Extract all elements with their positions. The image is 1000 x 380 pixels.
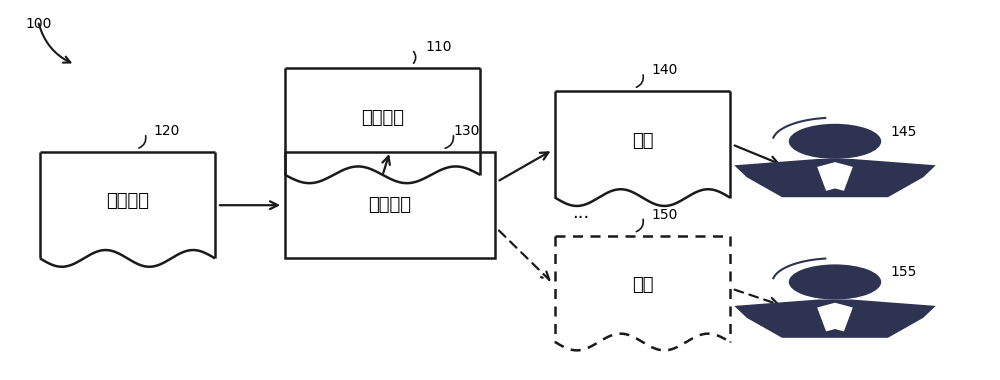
Text: 执行信息: 执行信息 bbox=[106, 192, 149, 211]
Text: ...: ... bbox=[572, 204, 590, 222]
Text: 140: 140 bbox=[651, 63, 678, 77]
Bar bbox=[285, 152, 495, 258]
Text: 155: 155 bbox=[890, 265, 916, 279]
Text: 警告: 警告 bbox=[632, 276, 653, 294]
Polygon shape bbox=[734, 159, 936, 197]
Text: 150: 150 bbox=[651, 208, 678, 222]
Polygon shape bbox=[817, 162, 853, 191]
Polygon shape bbox=[734, 299, 936, 338]
Text: 计算设备: 计算设备 bbox=[368, 196, 412, 214]
Text: 100: 100 bbox=[25, 17, 51, 31]
Text: 130: 130 bbox=[453, 124, 479, 138]
Text: 110: 110 bbox=[425, 41, 452, 54]
Polygon shape bbox=[817, 303, 853, 331]
Text: 120: 120 bbox=[154, 124, 180, 138]
Circle shape bbox=[789, 264, 881, 299]
Text: 警告: 警告 bbox=[632, 131, 653, 150]
Text: 审批信息: 审批信息 bbox=[361, 109, 404, 127]
Text: 145: 145 bbox=[890, 125, 916, 139]
Circle shape bbox=[789, 124, 881, 159]
